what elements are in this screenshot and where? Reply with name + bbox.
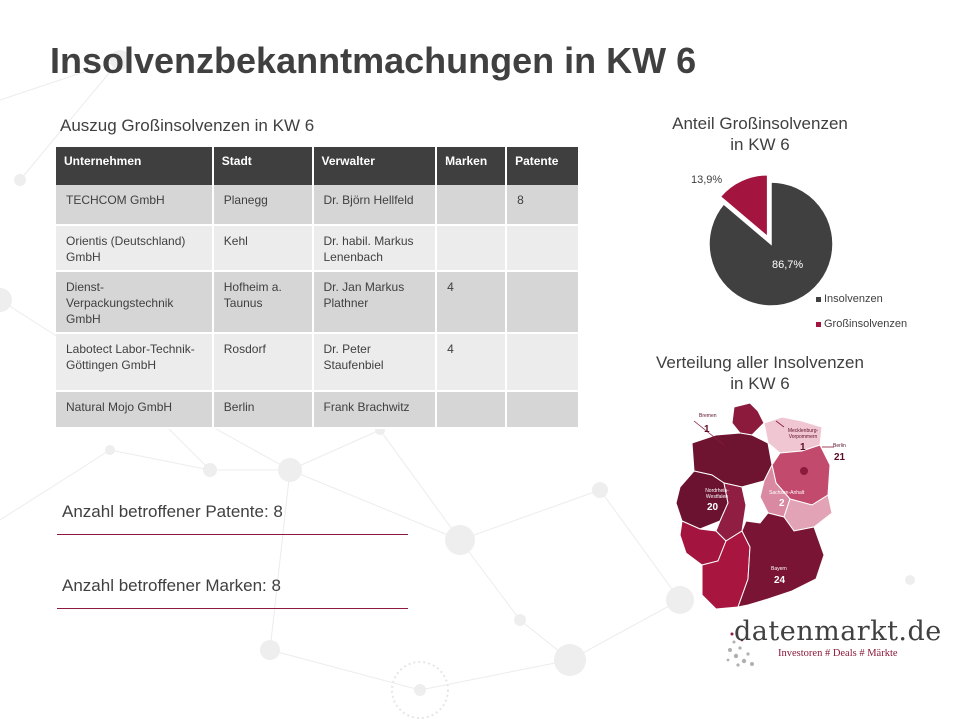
map-berlin-marker xyxy=(800,467,808,475)
marken-stat-divider xyxy=(57,608,408,609)
cell-marken xyxy=(436,185,508,226)
cell-stadt: Rosdorf xyxy=(212,333,314,392)
legend-item-grossinsolvenzen: Großinsolvenzen xyxy=(816,318,907,330)
cell-marken xyxy=(436,391,508,429)
map-value-bremen: 1 xyxy=(704,424,710,435)
legend-item-insolvenzen: Insolvenzen xyxy=(816,293,883,305)
map-title: Verteilung aller Insolvenzen in KW 6 xyxy=(640,352,880,394)
table-row: TECHCOM GmbH Planegg Dr. Björn Hellfeld … xyxy=(56,185,580,226)
cell-stadt: Berlin xyxy=(212,391,314,429)
legend-label-insolvenzen: Insolvenzen xyxy=(824,293,883,305)
pie-label-grossinsolvenzen: 13,9% xyxy=(691,174,723,186)
cell-patente xyxy=(506,271,580,334)
cell-verwalter: Dr. Björn Hellfeld xyxy=(312,185,438,226)
map-title-line-2: in KW 6 xyxy=(730,374,790,393)
map-value-sachsen-anhalt: 2 xyxy=(779,498,785,509)
table-row: Labotect Labor-Technik-Göttingen GmbH Ro… xyxy=(56,333,580,392)
cell-unternehmen: Labotect Labor-Technik-Göttingen GmbH xyxy=(56,333,214,392)
insolvency-table: Unternehmen Stadt Verwalter Marken Paten… xyxy=(56,147,580,429)
map-label-bayern: Bayern xyxy=(771,566,787,572)
table-caption: Auszug Großinsolvenzen in KW 6 xyxy=(60,116,315,135)
column-header-verwalter: Verwalter xyxy=(312,147,438,185)
pie-label-insolvenzen: 86,7% xyxy=(772,259,804,271)
brand-dots-icon xyxy=(726,632,754,667)
pie-title-line-2: in KW 6 xyxy=(730,135,790,154)
cell-unternehmen: Orientis (Deutschland) GmbH xyxy=(56,225,214,272)
pie-chart xyxy=(708,173,834,307)
map-title-line-1: Verteilung aller Insolvenzen xyxy=(656,353,864,372)
cell-verwalter: Frank Brachwitz xyxy=(312,391,438,429)
cell-verwalter: Dr. Jan Markus Plathner xyxy=(312,271,438,334)
map-value-berlin: 21 xyxy=(834,452,846,463)
column-header-stadt: Stadt xyxy=(212,147,314,185)
table-row: Natural Mojo GmbH Berlin Frank Brachwitz xyxy=(56,391,580,429)
map-label-bremen: Bremen xyxy=(699,413,717,419)
column-header-marken: Marken xyxy=(436,147,508,185)
map-value-bayern: 24 xyxy=(774,575,786,586)
map-label-sachsen-anhalt: Sachsen-Anhalt xyxy=(769,490,805,496)
cell-unternehmen: Dienst-Verpackungstechnik GmbH xyxy=(56,271,214,334)
table-row: Dienst-Verpackungstechnik GmbH Hofheim a… xyxy=(56,271,580,334)
pie-chart-title: Anteil Großinsolvenzen in KW 6 xyxy=(640,113,880,155)
cell-unternehmen: Natural Mojo GmbH xyxy=(56,391,214,429)
page-title: Insolvenzbekanntmachungen in KW 6 xyxy=(50,40,697,81)
marken-count-stat: Anzahl betroffener Marken: 8 xyxy=(62,576,281,595)
map-region-bayern xyxy=(737,512,825,608)
cell-patente xyxy=(506,391,580,429)
pie-slice-insolvenzen xyxy=(708,181,834,307)
legend-label-grossinsolvenzen: Großinsolvenzen xyxy=(824,318,908,330)
germany-map xyxy=(675,402,834,610)
cell-unternehmen: TECHCOM GmbH xyxy=(56,185,214,226)
legend-swatch-grossinsolvenzen xyxy=(816,321,821,327)
cell-patente xyxy=(506,333,580,392)
pie-title-line-1: Anteil Großinsolvenzen xyxy=(672,114,848,133)
map-label-nordrhein-westfalen: Nordrhein-Westfalen xyxy=(705,488,729,500)
cell-marken: 4 xyxy=(436,271,508,334)
patent-count-stat: Anzahl betroffener Patente: 8 xyxy=(62,502,283,521)
cell-stadt: Hofheim a. Taunus xyxy=(212,271,314,334)
map-value-nordrhein-westfalen: 20 xyxy=(707,502,719,513)
cell-marken: 4 xyxy=(436,333,508,392)
cell-stadt: Planegg xyxy=(212,185,314,226)
legend-swatch-insolvenzen xyxy=(816,296,821,302)
cell-marken xyxy=(436,225,508,272)
map-label-mecklenburg-vorpommern: Mecklenburg-Vorpommern xyxy=(787,428,819,440)
cell-stadt: Kehl xyxy=(212,225,314,272)
column-header-patente: Patente xyxy=(506,147,580,185)
cell-patente xyxy=(506,225,580,272)
pie-slice-grossinsolvenzen xyxy=(719,173,769,239)
map-label-berlin: Berlin xyxy=(833,443,846,449)
cell-verwalter: Dr. Peter Staufenbiel xyxy=(312,333,438,392)
cell-patente: 8 xyxy=(506,185,580,226)
table-row: Orientis (Deutschland) GmbH Kehl Dr. hab… xyxy=(56,225,580,272)
table-header-row: Unternehmen Stadt Verwalter Marken Paten… xyxy=(56,147,580,185)
column-header-unternehmen: Unternehmen xyxy=(56,147,214,185)
map-value-mecklenburg-vorpommern: 1 xyxy=(800,442,806,453)
patent-stat-divider xyxy=(57,534,408,535)
map-region-schleswig-holstein xyxy=(731,402,765,436)
brand-logo-text: datenmarkt.de xyxy=(734,616,942,647)
brand-tagline: Investoren # Deals # Märkte xyxy=(778,648,898,659)
cell-verwalter: Dr. habil. Markus Lenenbach xyxy=(312,225,438,272)
